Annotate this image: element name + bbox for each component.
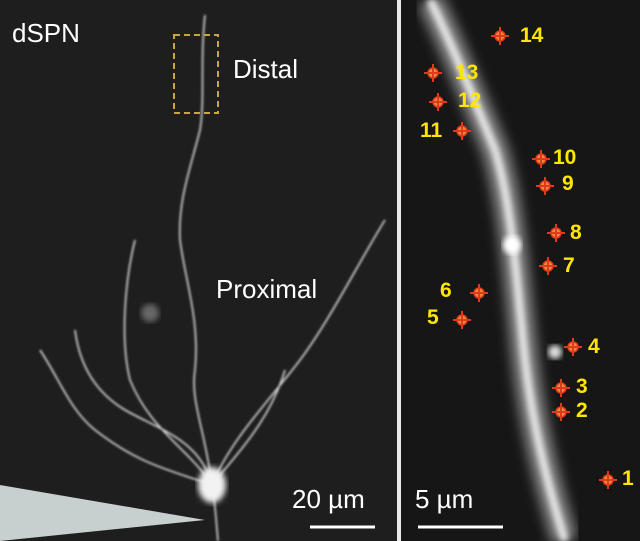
spine-number-11: 11: [420, 119, 443, 142]
spine-number-13: 13: [455, 61, 479, 84]
spine-dendrite: [418, 0, 578, 541]
spine-marker-5: [453, 311, 471, 329]
spine-marker-2: [552, 403, 570, 421]
spine-number-3: 3: [576, 375, 588, 398]
spine-number-12: 12: [458, 89, 482, 112]
spine-number-5: 5: [427, 306, 439, 329]
cell-body-dim: [141, 304, 159, 322]
proximal-label: Proximal: [216, 274, 318, 304]
patch-pipette: [0, 485, 205, 541]
spine-marker-4: [564, 338, 582, 356]
spine-marker-9: [536, 177, 554, 195]
spine-number-6: 6: [440, 279, 452, 302]
cell-type-label: dSPN: [12, 18, 80, 48]
spine-marker-14: [491, 27, 509, 45]
spine-number-9: 9: [562, 172, 574, 195]
spine-number-14: 14: [520, 24, 544, 47]
spine-marker-7: [539, 257, 557, 275]
spine-marker-8: [547, 224, 565, 242]
spine-marker-1: [599, 471, 617, 489]
distal-roi-box: [173, 34, 219, 114]
panel-divider: [397, 0, 401, 541]
spine-marker-3: [552, 379, 570, 397]
spine-marker-11: [453, 122, 471, 140]
spine-marker-13: [424, 64, 442, 82]
spine-number-2: 2: [576, 399, 588, 422]
spine-marker-10: [532, 150, 550, 168]
spine-number-7: 7: [563, 254, 575, 277]
spine-marker-12: [429, 93, 447, 111]
spine-number-4: 4: [588, 335, 600, 358]
soma: [198, 467, 226, 503]
spine-number-1: 1: [622, 467, 634, 490]
spine-number-10: 10: [553, 146, 577, 169]
scale-bar-left-label: 20 µm: [292, 484, 365, 514]
left-panel: [0, 0, 397, 541]
spine-marker-6: [470, 284, 488, 302]
scale-bar-right-label: 5 µm: [415, 484, 474, 514]
spine-number-8: 8: [570, 221, 582, 244]
distal-label: Distal: [233, 54, 299, 84]
